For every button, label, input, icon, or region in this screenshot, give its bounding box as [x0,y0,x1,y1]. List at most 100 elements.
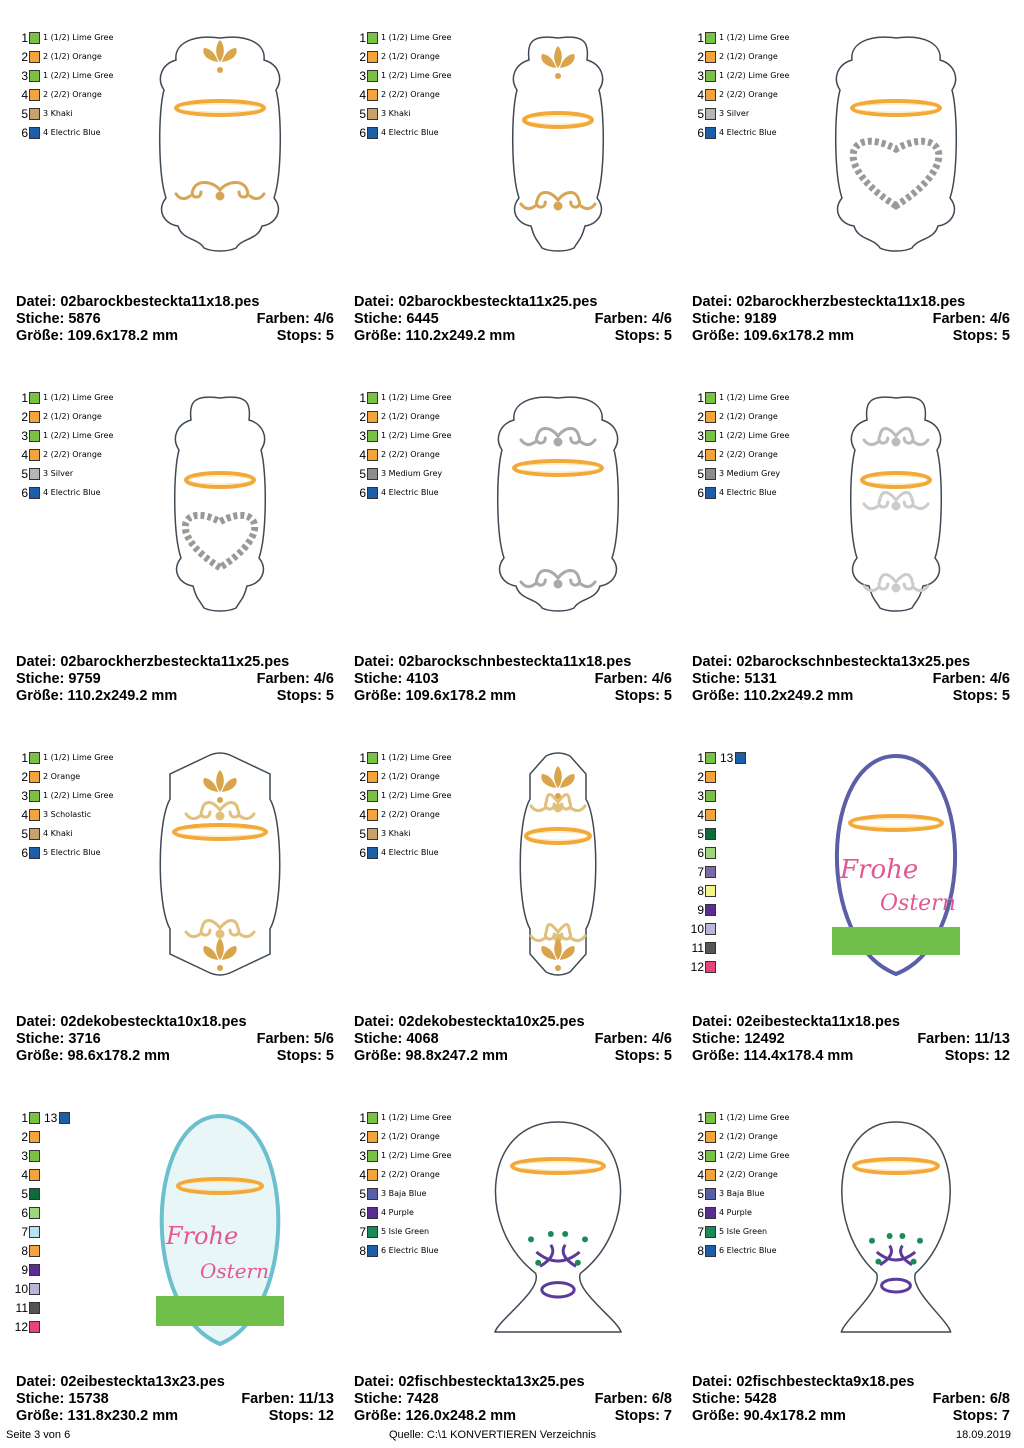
legend-number: 1 [21,390,28,405]
color-swatch [705,770,716,783]
color-swatch [367,410,378,423]
design-info: Datei: 02barockschnbesteckta11x18.pes Sti… [354,654,672,705]
color-swatch [705,391,716,404]
legend-number: 5 [697,1186,704,1201]
color-swatch [59,1111,71,1124]
legend-number: 1 [697,390,704,405]
legend-number: 3 [359,1148,366,1163]
stitch-line: Stiche: 3716 Farben: 5/6 [16,1031,334,1048]
legend-number: 7 [359,1224,366,1239]
color-swatch [29,410,40,423]
legend-row: 9 [14,1260,40,1279]
stop-count: Stops: 12 [944,1048,1010,1064]
legend-row: 12 [690,957,716,976]
thread-name: 3 Scholastic [43,810,92,819]
color-swatch [705,827,716,840]
color-swatch [705,1206,716,1219]
thread-name: 2 (1/2) Orange [719,52,778,61]
legend-number: 6 [21,485,28,500]
legend-number: 4 [21,807,28,822]
thread-name: 2 Orange [43,772,81,781]
easter-text-line2: Ostern [200,1259,269,1283]
legend-number: 4 [21,87,28,102]
color-swatch [367,1206,378,1219]
stitch-line: Stiche: 5876 Farben: 4/6 [16,311,334,328]
legend-number: 3 [359,68,366,83]
legend-number: 10 [690,921,704,936]
thread-name: 2 (2/2) Orange [381,810,440,819]
legend-row: 2 [14,1127,40,1146]
legend-number: 5 [359,106,366,121]
legend-row: 6 4 Electric Blue [690,483,776,502]
thread-name: 2 (1/2) Orange [381,412,440,421]
thread-name: 1 (2/2) Lime Gree [719,1151,790,1160]
stop-count: Stops: 7 [952,1408,1010,1424]
color-count: Farben: 4/6 [256,671,334,687]
legend-row: 7 5 Isle Green [690,1222,767,1241]
legend-row: 11 [14,1298,40,1317]
thread-name: 4 Electric Blue [43,128,101,137]
legend-row: 4 2 (2/2) Orange [352,1165,440,1184]
legend-row: 10 [690,919,716,938]
stop-count: Stops: 5 [276,328,334,344]
legend-row: 1 1 (1/2) Lime Gree [690,388,789,407]
design-info: Datei: 02barockherzbesteckta11x18.pes Sti… [692,294,1010,345]
legend-number: 2 [21,409,28,424]
legend-row: 6 4 Electric Blue [690,123,776,142]
stop-count: Stops: 7 [614,1408,672,1424]
legend-row: 6 4 Electric Blue [352,843,438,862]
legend-row: 2 2 (1/2) Orange [690,1127,778,1146]
legend-row: 3 1 (2/2) Lime Gree [690,66,789,85]
color-swatch [705,50,716,63]
thread-name: 5 Electric Blue [43,848,101,857]
color-swatch [367,126,378,139]
color-swatch [367,448,378,461]
color-swatch [367,1168,378,1181]
color-swatch [705,31,716,44]
design-card: 1 1 (1/2) Lime Gree 2 2 (1/2) Orange 3 1 (2/2… [684,28,1022,368]
color-swatch [29,1187,40,1200]
size-line: Größe: 110.2x249.2 mm Stops: 5 [16,688,334,705]
legend-number: 3 [21,1148,28,1163]
legend-number: 2 [697,49,704,64]
size-line: Größe: 98.6x178.2 mm Stops: 5 [16,1048,334,1065]
legend-row: 11 [690,938,716,957]
legend-number: 1 [697,30,704,45]
legend-number: 4 [697,447,704,462]
color-swatch [705,429,716,442]
legend-row: 8 [690,881,716,900]
thread-name: 1 (2/2) Lime Gree [43,431,114,440]
legend-row: 3 1 (2/2) Lime Gree [352,66,451,85]
color-swatch [705,789,716,802]
thread-name: 1 (1/2) Lime Gree [719,1113,790,1122]
legend-number: 1 [359,30,366,45]
file-line: Datei: 02barockherzbesteckta11x25.pes [16,654,334,671]
design-info: Datei: 02barockbesteckta11x18.pes Stiche:… [16,294,334,345]
legend-row: 4 2 (2/2) Orange [14,85,102,104]
color-swatch [367,50,378,63]
color-swatch [29,1320,40,1333]
legend-number: 8 [697,883,704,898]
legend-number: 1 [697,1110,704,1125]
design-info: Datei: 02fischbesteckta13x25.pes Stiche: … [354,1374,672,1425]
color-swatch [705,1244,716,1257]
thread-name: 2 (1/2) Orange [719,412,778,421]
legend-number: 11 [15,1300,28,1315]
design-preview [148,752,294,993]
file-line: Datei: 02barockschnbesteckta11x18.pes [354,654,672,671]
legend-row: 5 4 Khaki [14,824,72,843]
legend-number: 1 [359,750,366,765]
file-line: Datei: 02dekobesteckta10x25.pes [354,1014,672,1031]
legend-row: 13 [720,748,747,767]
legend-number: 6 [21,845,28,860]
design-preview: Frohe Ostern [824,752,970,993]
stitch-count: Stiche: 4068 [354,1031,439,1047]
size-line: Größe: 109.6x178.2 mm Stops: 5 [354,688,672,705]
thread-name: 3 Khaki [381,829,411,838]
design-card: 1 1 (1/2) Lime Gree 2 2 (1/2) Orange 3 1 (2/2… [346,28,684,368]
color-swatch [367,31,378,44]
color-swatch [705,448,716,461]
thread-name: 1 (1/2) Lime Gree [381,33,452,42]
design-preview [824,1112,970,1353]
file-name: Datei: 02eibesteckta13x23.pes [16,1374,225,1390]
